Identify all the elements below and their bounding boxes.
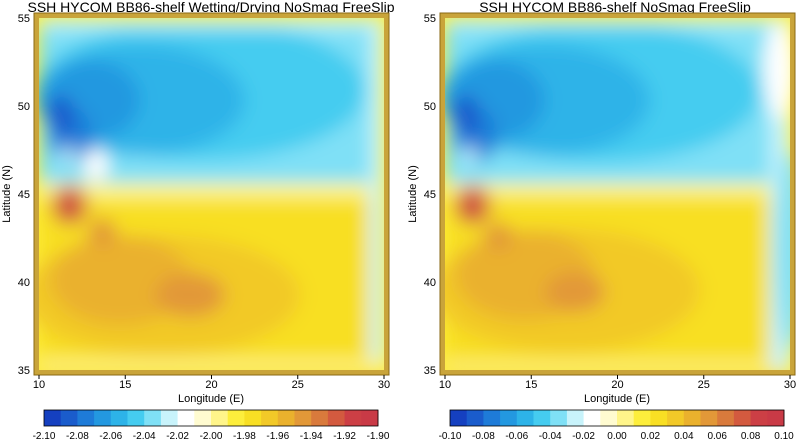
- left-xlabel: Longitude (E): [178, 393, 244, 405]
- right-colorbar-swatch: [450, 410, 468, 426]
- left-ytick-label: 45: [18, 189, 30, 201]
- left-ssh-field: [39, 18, 384, 370]
- right-ytick-label: 45: [424, 189, 436, 201]
- right-colorbar-swatch: [617, 410, 635, 426]
- left-colorbar-label: -1.92: [333, 431, 356, 442]
- left-colorbar-label: -2.08: [66, 431, 89, 442]
- right-colorbar-swatch: [550, 410, 568, 426]
- left-colorbar-swatch: [94, 410, 112, 426]
- left-colorbar-swatch: [211, 410, 229, 426]
- left-ytick-label: 55: [18, 13, 30, 25]
- left-ticks: 10 15 20 25 30 35 40 45 50 55: [18, 13, 390, 391]
- right-colorbar-border: [449, 409, 785, 427]
- left-colorbar-swatch: [311, 410, 329, 426]
- left-xtick-label: 20: [205, 379, 217, 391]
- right-colorbar-label: 0.00: [607, 431, 627, 442]
- right-colorbar-swatch: [533, 410, 551, 426]
- right-colorbar-swatch: [667, 410, 685, 426]
- right-ytick-label: 35: [424, 365, 436, 377]
- left-colorbar-label: -2.10: [33, 431, 56, 442]
- left-ytick-label: 40: [18, 277, 30, 289]
- right-colorbar-label: -0.04: [539, 431, 562, 442]
- right-panel: SSH HYCOM BB86-shelf NoSmag FreeSlip: [407, 0, 796, 442]
- right-xtick-label: 30: [784, 379, 796, 391]
- left-colorbar-label: -1.96: [266, 431, 289, 442]
- right-colorbar-swatch: [683, 410, 701, 426]
- left-colorbar-swatch: [77, 410, 95, 426]
- left-colorbar-swatch: [244, 410, 262, 426]
- right-colorbar-swatch: [700, 410, 718, 426]
- left-colorbar-swatch: [361, 410, 379, 426]
- right-colorbar-label: -0.06: [505, 431, 528, 442]
- left-colorbar-swatch: [344, 410, 362, 426]
- right-colorbar-swatch: [650, 410, 668, 426]
- right-colorbar-label: -0.08: [472, 431, 495, 442]
- left-title: SSH HYCOM BB86-shelf Wetting/Drying NoSm…: [28, 0, 395, 15]
- left-xtick-label: 10: [33, 379, 45, 391]
- left-colorbar-label: -2.04: [133, 431, 156, 442]
- right-colorbar-swatch: [566, 410, 584, 426]
- right-colorbar-label: 0.02: [641, 431, 661, 442]
- right-colorbar-swatch: [483, 410, 501, 426]
- right-colorbar-swatch: [516, 410, 534, 426]
- left-colorbar-swatch: [227, 410, 245, 426]
- right-title: SSH HYCOM BB86-shelf NoSmag FreeSlip: [479, 0, 751, 15]
- left-xtick-label: 30: [378, 379, 390, 391]
- left-colorbar-label: -2.00: [200, 431, 223, 442]
- right-colorbar-swatch: [750, 410, 768, 426]
- right-colorbar-label: 0.04: [674, 431, 694, 442]
- right-colorbar-swatch: [767, 410, 785, 426]
- left-colorbar-swatch: [327, 410, 345, 426]
- left-xtick-label: 15: [119, 379, 131, 391]
- right-colorbar-label: 0.08: [741, 431, 761, 442]
- left-colorbar-border: [43, 409, 379, 427]
- left-colorbar-label: -2.06: [99, 431, 122, 442]
- right-ytick-label: 40: [424, 277, 436, 289]
- left-colorbar-label: -1.98: [233, 431, 256, 442]
- right-colorbar-label: -0.10: [439, 431, 462, 442]
- left-colorbar-swatch: [277, 410, 295, 426]
- right-colorbar-swatch: [600, 410, 618, 426]
- left-ytick-label: 35: [18, 365, 30, 377]
- left-ytick-label: 50: [18, 101, 30, 113]
- right-colorbar-swatch: [500, 410, 518, 426]
- left-colorbar-swatch: [194, 410, 212, 426]
- left-colorbar-swatch: [177, 410, 195, 426]
- right-colorbar-swatch: [583, 410, 601, 426]
- left-colorbar-label: -2.02: [166, 431, 189, 442]
- right-colorbar: -0.10 -0.08 -0.06 -0.04 -0.02 0.00 0.02 0.04 0.0…: [439, 409, 794, 442]
- left-colorbar-swatch: [110, 410, 128, 426]
- right-xlabel: Longitude (E): [584, 393, 650, 405]
- right-xtick-label: 15: [525, 379, 537, 391]
- left-colorbar-swatch: [44, 410, 62, 426]
- right-colorbar-label: 0.06: [707, 431, 727, 442]
- right-colorbar-label: 0.10: [774, 431, 794, 442]
- left-panel: SSH HYCOM BB86-shelf Wetting/Drying NoSm…: [1, 0, 395, 442]
- right-ytick-label: 55: [424, 13, 436, 25]
- left-colorbar-label: -1.90: [367, 431, 390, 442]
- right-colorbar-swatch: [466, 410, 484, 426]
- left-colorbar-swatch: [127, 410, 145, 426]
- left-colorbar-swatch: [160, 410, 178, 426]
- left-colorbar-swatch: [294, 410, 312, 426]
- right-xtick-label: 10: [439, 379, 451, 391]
- right-ticks: 10 15 20 25 30 35 40 45 50 55: [424, 13, 796, 391]
- right-colorbar-label: -0.02: [572, 431, 595, 442]
- right-xtick-label: 25: [698, 379, 710, 391]
- left-colorbar-swatch: [60, 410, 78, 426]
- left-ylabel: Latitude (N): [1, 165, 13, 222]
- right-colorbar-swatch: [633, 410, 651, 426]
- right-ytick-label: 50: [424, 101, 436, 113]
- right-xtick-label: 20: [611, 379, 623, 391]
- left-colorbar: -2.10 -2.08 -2.06 -2.04 -2.02 -2.00 -1.98 -1.96…: [33, 409, 390, 442]
- left-colorbar-label: -1.94: [300, 431, 323, 442]
- right-ssh-field: [445, 18, 790, 370]
- left-colorbar-swatch: [261, 410, 279, 426]
- left-xtick-label: 25: [292, 379, 304, 391]
- left-colorbar-swatch: [144, 410, 162, 426]
- right-colorbar-swatch: [717, 410, 735, 426]
- right-ylabel: Latitude (N): [407, 165, 419, 222]
- right-colorbar-swatch: [733, 410, 751, 426]
